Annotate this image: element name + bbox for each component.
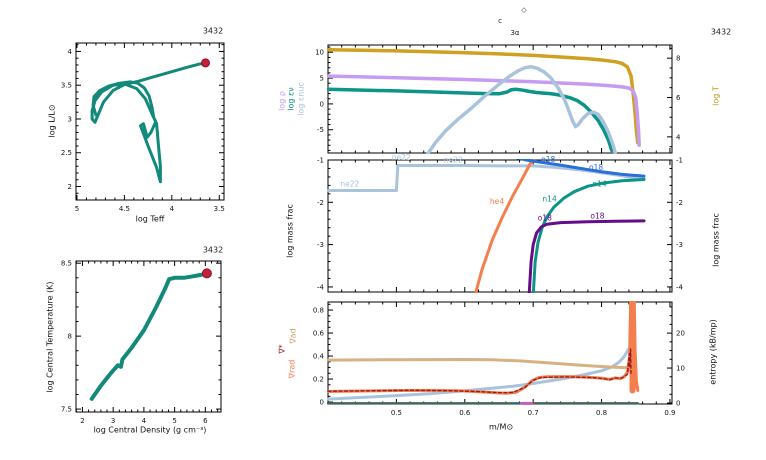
svg-text:2: 2 [68,183,72,191]
svg-text:0.5: 0.5 [391,409,402,417]
svg-text:8: 8 [676,55,680,63]
svg-text:20: 20 [676,330,685,338]
profile-top-series-log-eps-nuc [425,64,618,154]
svg-text:5: 5 [75,205,79,213]
burn-marker-diamond-icon: ◇ [521,6,527,14]
gradients-entropy-series-grad-star [327,348,632,394]
profile-top: 10 5 0 -5 8 6 4 [315,44,681,154]
svg-text:0.4: 0.4 [313,353,325,361]
svg-text:0.2: 0.2 [313,376,324,384]
abundances-label-ne22: ne22 [444,155,463,164]
profiles-title: 3432 [710,27,732,37]
svg-text:-2: -2 [676,199,683,207]
mid-ylabel-left: log mass frac [285,204,295,258]
trho-xlabel: log Central Density (g cm⁻³) [93,425,207,435]
burn-marker-c: c [498,17,502,25]
top-ylabel-log-eps-nuc: log εnuc [296,82,306,116]
svg-text:7.5: 7.5 [61,406,72,414]
svg-text:6: 6 [676,94,681,102]
svg-text:10: 10 [676,365,685,373]
abundances-series-he4 [474,159,535,293]
abundances-series-o18-blue [515,159,646,178]
svg-text:-2: -2 [317,199,324,207]
profile-top-series-log-rho [327,74,641,147]
svg-text:-4: -4 [676,283,684,291]
abundances-label-n14: n14 [592,180,607,189]
abundances-label-he4: he4 [490,197,504,206]
svg-text:0.9: 0.9 [664,409,675,417]
abundances-label-n14: n14 [542,194,557,203]
svg-text:6: 6 [203,417,208,425]
svg-text:8: 8 [68,333,72,341]
trho-title: 3432 [202,245,224,255]
svg-text:0: 0 [320,399,324,407]
profile-top-series-log-eps-nu [327,87,614,153]
profiles-xlabel: m/M⊙ [488,422,514,432]
svg-text:5: 5 [172,417,176,425]
svg-text:-4: -4 [317,283,325,291]
svg-text:3.5: 3.5 [214,205,225,213]
hr-ylabel: log L/L⊙ [47,104,57,138]
abundances-frame [327,159,673,293]
svg-text:-5: -5 [317,126,324,134]
svg-text:-1: -1 [317,157,324,165]
svg-text:2: 2 [80,417,84,425]
svg-text:4: 4 [676,133,681,141]
profile-top-frame [327,44,673,154]
svg-text:0.8: 0.8 [596,409,607,417]
svg-text:4: 4 [170,205,175,213]
svg-text:8.5: 8.5 [61,260,72,268]
abundances-series-n14 [531,178,646,293]
svg-text:0: 0 [676,399,680,407]
svg-text:4.5: 4.5 [119,205,130,213]
hr-diagram-frame [75,42,225,201]
abundances-label-o18: o18 [538,213,552,222]
abundances-label-ne22: ne22 [392,153,411,162]
gradients-entropy: 0 0.2 0.4 0.6 0.8 0 10 20 0.5 0.6 0.7 0.8 0.9 [313,301,685,417]
top-ylabel-log-rho: log ρ [277,91,287,111]
abundances-label-o18: o18 [589,163,603,172]
svg-text:3: 3 [111,417,115,425]
abundances: -1 -2 -3 -4 -1 -2 -3 -4 ne22 ne22 ne22 he4 o18 o18 n14… [317,153,684,293]
svg-text:3.5: 3.5 [61,82,72,90]
svg-text:0.8: 0.8 [313,307,324,315]
bot-ylabel-grad-star: ∇* [277,344,287,354]
top-ylabel-log-eps-nu: log εν [286,87,296,111]
svg-text:2.5: 2.5 [61,149,72,157]
bot-ylabel-grad-rad: ∇rad [287,359,297,379]
abundances-series-o18-purple [527,219,646,293]
bot-ylabel-entropy: entropy (kB/mp) [708,319,718,385]
svg-text:0.6: 0.6 [459,409,471,417]
burn-marker-3alpha: 3α [510,29,520,37]
top-ylabel-log-T: log T [711,86,721,106]
hr-title: 3432 [202,26,224,36]
svg-text:10: 10 [315,49,324,57]
hr-diagram: 2 2.5 3 3.5 4 5 4.5 4 3.5 [61,42,225,213]
mid-ylabel-right: log mass frac [711,213,721,267]
svg-text:4: 4 [142,417,147,425]
central-t-rho-current-model-marker [201,268,212,279]
svg-text:-3: -3 [317,241,324,249]
abundances-label-ne22: ne22 [340,180,359,189]
svg-text:5: 5 [320,75,324,83]
trho-ylabel: log Central Temperature (K) [45,281,55,393]
abundances-label-o18: o18 [590,211,604,220]
svg-text:-3: -3 [676,241,683,249]
svg-text:-1: -1 [676,157,683,165]
abundances-label-o18: o18 [541,155,555,164]
svg-text:4: 4 [68,48,73,56]
svg-text:3: 3 [68,115,72,123]
central-t-rho-series-central-track [89,271,209,401]
svg-text:0.6: 0.6 [313,330,325,338]
hr-diagram-current-model-marker [201,58,210,68]
hr-diagram-series-evolution-track [90,61,207,184]
bot-ylabel-grad-ad: ∇ad [288,328,298,344]
hr-xlabel: log Teff [135,214,165,224]
svg-text:0.7: 0.7 [528,409,539,417]
svg-text:0: 0 [320,100,324,108]
central-t-rho: 7.5 8 8.5 2 3 4 5 6 [61,260,222,425]
